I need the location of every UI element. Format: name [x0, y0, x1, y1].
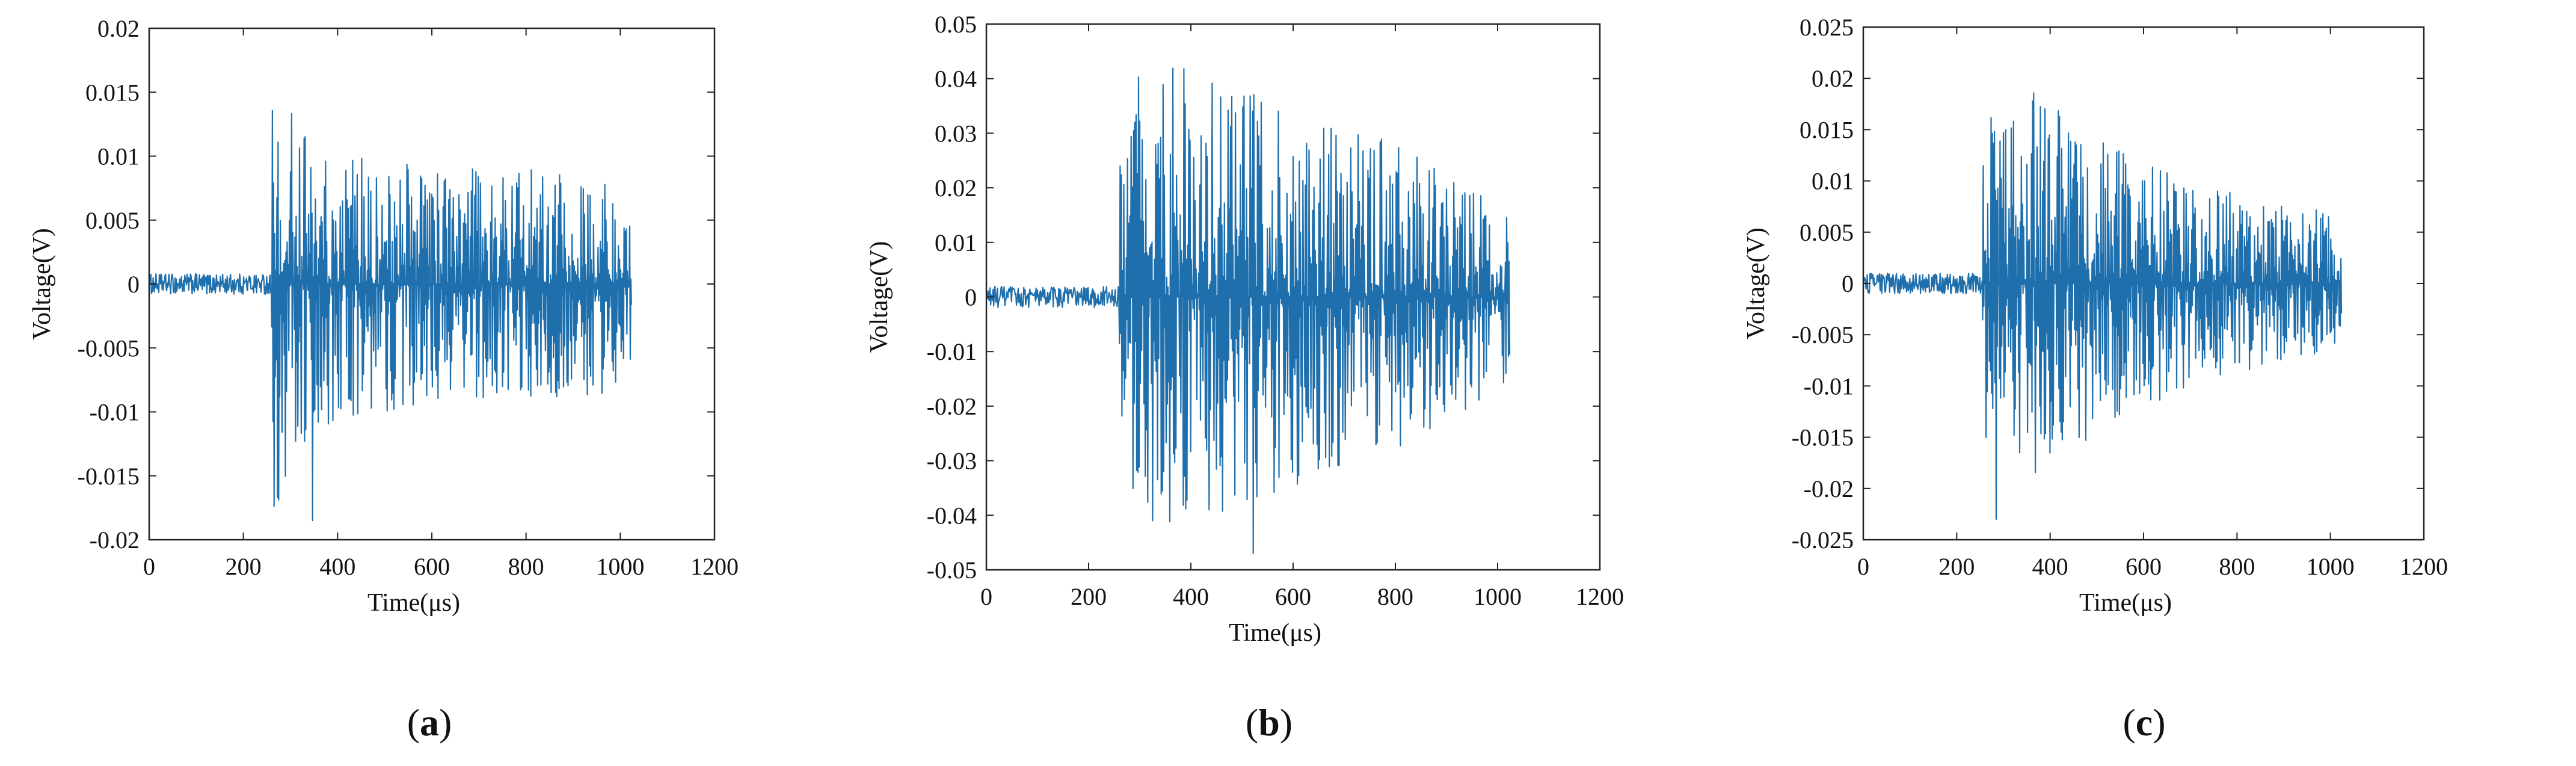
panel-label-letter: b [1258, 701, 1280, 744]
x-tick-label: 1200 [2400, 553, 2448, 580]
x-tick-label: 1200 [1576, 583, 1624, 610]
y-tick-label: -0.02 [90, 527, 140, 554]
chart-panel-a: 0 200 400 600 800 1000 1200 -0.02 -0.015 -0.01 -0.… [28, 15, 739, 744]
y-tick-label: -0.005 [78, 335, 140, 362]
x-tick-label: 400 [1173, 583, 1209, 610]
y-tick-label: 0.02 [1812, 65, 1854, 92]
y-tick-label: -0.01 [1804, 372, 1854, 400]
y-tick-label: 0.03 [935, 120, 977, 147]
panel-label-close: ) [2153, 701, 2165, 744]
y-tick-label: -0.04 [927, 502, 977, 529]
x-tick-label: 400 [319, 553, 355, 580]
x-tick-label: 200 [1071, 583, 1107, 610]
x-tick-label: 1200 [690, 553, 739, 580]
panel-label-close: ) [1280, 701, 1293, 744]
panel-label: (a) [407, 701, 452, 744]
x-tick-label: 200 [1938, 553, 1975, 580]
y-tick-label: 0.04 [935, 66, 977, 93]
x-tick-label: 800 [508, 553, 544, 580]
x-tick-label: 600 [1275, 583, 1311, 610]
x-axis-label: Time(μs) [2079, 589, 2172, 617]
y-tick-label: -0.03 [927, 448, 977, 475]
y-tick-label: 0.02 [935, 175, 977, 202]
y-tick-label: 0.015 [85, 79, 140, 106]
y-tick-label: -0.02 [1804, 475, 1854, 502]
x-tick-label: 0 [143, 553, 155, 580]
x-tick-label: 1000 [596, 553, 644, 580]
x-tick-label: 400 [2032, 553, 2068, 580]
y-axis-label: Voltage(V) [28, 228, 56, 340]
signal-line-c [1862, 92, 2343, 520]
panel-label-open: ( [407, 701, 420, 744]
y-tick-label: 0 [1842, 270, 1854, 297]
panel-label-open: ( [2123, 701, 2135, 744]
y-tick-label: 0.025 [1800, 14, 1854, 41]
x-tick-label: 800 [2219, 553, 2255, 580]
signal-line-b [985, 67, 1511, 554]
panel-label-close: ) [439, 701, 452, 744]
chart-panel-b: 0 200 400 600 800 1000 1200 -0.05 -0.04 -0.03 -0.0… [865, 11, 1624, 744]
signal-line-a [148, 110, 632, 522]
chart-panel-c: 0 200 400 600 800 1000 1200 -0.025 -0.02 -0.015 -0… [1742, 14, 2448, 744]
x-tick-label: 1000 [2307, 553, 2355, 580]
y-tick-label: -0.01 [927, 338, 977, 365]
panel-label: (b) [1246, 701, 1293, 744]
x-tick-label: 800 [1377, 583, 1413, 610]
y-tick-label: 0 [128, 271, 140, 298]
y-tick-label: -0.005 [1792, 321, 1854, 348]
x-tick-label: 600 [2126, 553, 2162, 580]
y-tick-label: 0.05 [935, 11, 977, 38]
y-tick-label: -0.015 [1792, 424, 1854, 451]
x-axis-label: Time(μs) [367, 589, 460, 617]
y-tick-label: -0.05 [927, 557, 977, 584]
y-tick-label: 0.01 [935, 229, 977, 256]
y-tick-label: 0.01 [97, 143, 140, 170]
x-tick-label: 0 [1857, 553, 1869, 580]
x-tick-label: 0 [980, 583, 992, 610]
y-axis-label: Voltage(V) [865, 241, 893, 353]
x-tick-label: 600 [414, 553, 450, 580]
panel-label-letter: c [2136, 701, 2153, 744]
x-axis-label: Time(μs) [1229, 619, 1321, 647]
y-tick-label: 0 [965, 284, 977, 311]
x-tick-label: 1000 [1474, 583, 1522, 610]
y-tick-label: 0.01 [1812, 168, 1854, 195]
y-tick-label: -0.015 [78, 463, 140, 490]
y-tick-label: -0.02 [927, 393, 977, 420]
y-tick-label: 0.005 [1800, 219, 1854, 246]
panel-label-letter: a [420, 701, 439, 744]
y-axis-label: Voltage(V) [1742, 227, 1770, 339]
y-tick-label: 0.015 [1800, 116, 1854, 143]
y-tick-label: -0.01 [90, 399, 140, 426]
panel-label: (c) [2123, 701, 2165, 744]
y-tick-label: 0.005 [85, 207, 140, 234]
y-tick-label: -0.025 [1792, 527, 1854, 554]
y-tick-label: 0.02 [97, 15, 140, 42]
x-tick-label: 200 [226, 553, 262, 580]
panel-label-open: ( [1246, 701, 1258, 744]
